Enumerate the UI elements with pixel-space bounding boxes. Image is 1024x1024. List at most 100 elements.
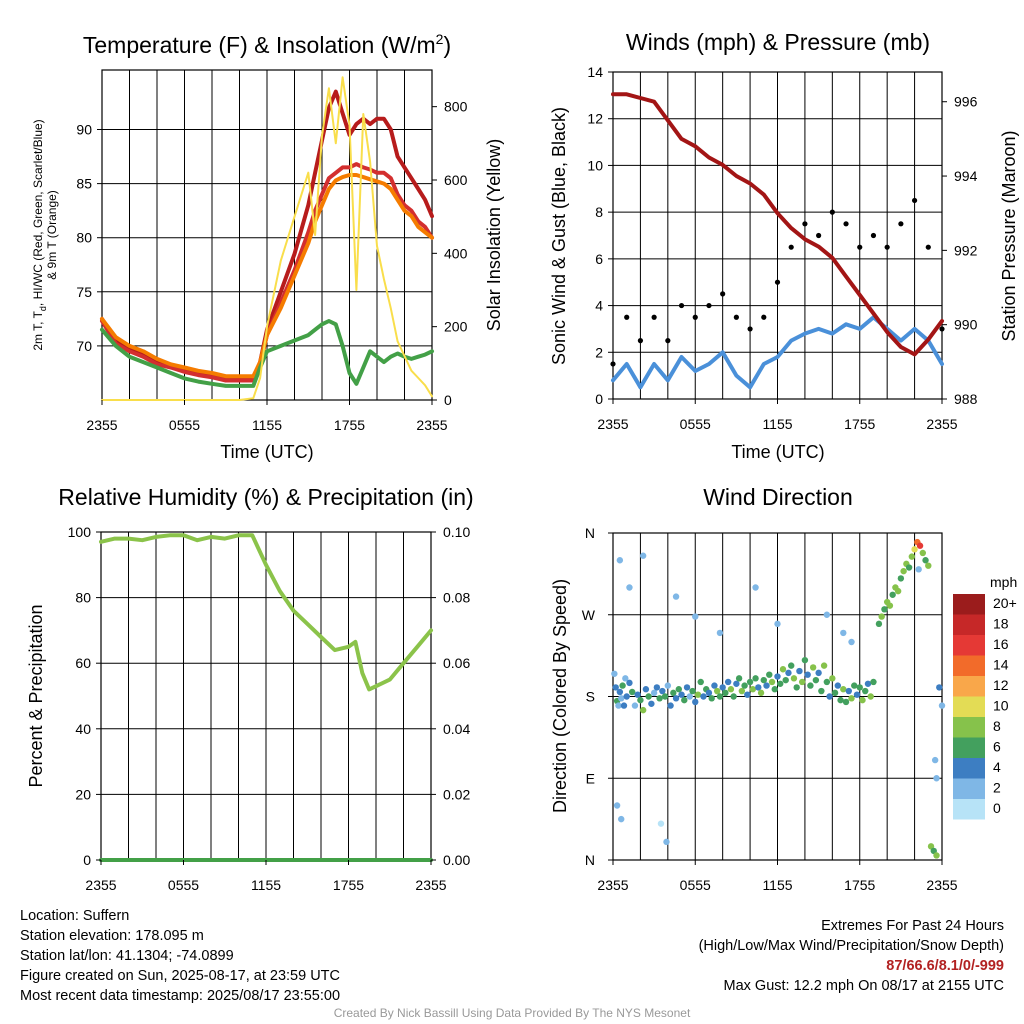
direction-point	[840, 686, 847, 693]
temperature-y-label-line1: 2m T, Td, HI/WC (Red, Green, Scarlet/Blu…	[31, 119, 48, 350]
insolation-y-label: Solar Insolation (Yellow)	[484, 139, 504, 331]
y-tick-label-right: 0.10	[443, 524, 470, 540]
wind-direction-y-ticks: N E S W N	[582, 525, 613, 868]
legend-swatch	[953, 778, 985, 799]
legend-swatch	[953, 594, 985, 615]
y-tick-label: 85	[76, 176, 92, 192]
winds-y-ticks: 0 2 4 6 8 10 12 14	[587, 64, 613, 407]
x-tick-label: 0555	[168, 877, 199, 893]
direction-point	[639, 706, 647, 714]
direction-point	[889, 591, 896, 598]
gust-point	[610, 361, 616, 367]
pressure-y-ticks: 988 990 992 994 996	[942, 94, 978, 407]
direction-point	[626, 679, 633, 687]
direction-point	[925, 562, 932, 569]
wind-direction-y-label: Direction (Colored By Speed)	[550, 579, 570, 813]
direction-point	[716, 693, 724, 700]
gust-point	[692, 314, 698, 320]
direction-point	[840, 629, 847, 637]
humidity-x-ticks: 2355 0555 1155 1755 2355	[85, 860, 447, 893]
y-tick-label: 4	[595, 298, 603, 314]
direction-point	[735, 675, 743, 682]
y-tick-label: 14	[587, 64, 603, 80]
direction-point	[694, 691, 702, 698]
humidity-title: Relative Humidity (%) & Precipitation (i…	[58, 484, 473, 510]
direction-point	[870, 678, 877, 686]
x-tick-label: 1155	[762, 877, 792, 893]
direction-point	[724, 678, 732, 686]
direction-point	[683, 684, 691, 691]
direction-point	[730, 693, 737, 700]
direction-point	[672, 695, 680, 702]
gust-point	[870, 232, 877, 239]
gust-point	[884, 244, 890, 250]
direction-point	[818, 687, 825, 695]
gust-point	[898, 221, 904, 227]
y-tick-label: 70	[76, 338, 92, 354]
gust-point	[651, 314, 657, 320]
figure-created: Figure created on Sun, 2025-08-17, at 23…	[20, 968, 340, 984]
y-tick-label-right: 800	[444, 99, 468, 115]
direction-point	[908, 553, 916, 560]
direction-point	[653, 684, 661, 691]
direction-point	[820, 662, 828, 669]
direction-point	[611, 670, 618, 677]
direction-point	[933, 852, 940, 859]
direction-point	[851, 682, 858, 689]
gust-point	[624, 314, 630, 320]
direction-point	[657, 820, 665, 827]
legend-swatch	[953, 799, 985, 820]
direction-point	[667, 702, 674, 709]
gust-point	[678, 302, 685, 309]
y-tick-label-right: 600	[444, 172, 468, 188]
legend-label: 20+	[993, 595, 1017, 611]
extremes-info: Extremes For Past 24 Hours (High/Low/Max…	[699, 916, 1004, 996]
direction-point	[826, 693, 833, 700]
series-line	[100, 162, 434, 383]
legend-swatch	[953, 676, 985, 697]
direction-point	[659, 687, 666, 695]
direction-point	[681, 696, 688, 704]
legend-label: 8	[993, 718, 1001, 734]
direction-point	[642, 686, 650, 693]
humidity-y-ticks: 0 20 40 60 80 100	[68, 524, 101, 868]
y-tick-label: 80	[76, 230, 92, 246]
y-tick-label: 6	[595, 251, 603, 267]
direction-point	[845, 687, 852, 695]
gust-point	[816, 232, 822, 239]
extremes-values: 87/66.6/8.1/0/-999	[886, 958, 1004, 974]
direction-point	[628, 688, 636, 696]
legend-label: 2	[993, 780, 1001, 796]
direction-point	[834, 682, 842, 689]
y-tick-label-right: 0.04	[443, 721, 470, 737]
legend-swatch	[953, 614, 985, 635]
legend-label: 10	[993, 698, 1009, 714]
legend-swatch	[953, 758, 985, 779]
direction-point	[796, 667, 803, 675]
temperature-x-label: Time (UTC)	[220, 442, 313, 462]
x-tick-label: 2355	[597, 877, 628, 893]
y-tick-label-right: 990	[954, 317, 978, 333]
winds-x-label: Time (UTC)	[731, 442, 824, 462]
direction-point	[705, 689, 713, 697]
direction-point	[875, 620, 883, 628]
station-location: Location: Suffern	[20, 908, 130, 924]
gust-point	[857, 244, 863, 250]
direction-point	[749, 686, 757, 693]
x-tick-label: 2355	[416, 417, 447, 433]
direction-point	[616, 557, 624, 564]
x-tick-label: 1755	[844, 416, 875, 432]
direction-point	[922, 557, 929, 564]
direction-point	[894, 587, 902, 595]
direction-point	[752, 584, 759, 591]
wind-direction-title: Wind Direction	[703, 484, 853, 510]
series-line	[101, 76, 433, 401]
y-tick-label: 90	[76, 122, 92, 138]
winds-grid	[613, 72, 942, 399]
y-tick-label: 0	[595, 391, 603, 407]
x-tick-label: 1755	[334, 417, 365, 433]
y-tick-label-right: 994	[954, 168, 978, 184]
x-tick-label: 1755	[844, 877, 875, 893]
